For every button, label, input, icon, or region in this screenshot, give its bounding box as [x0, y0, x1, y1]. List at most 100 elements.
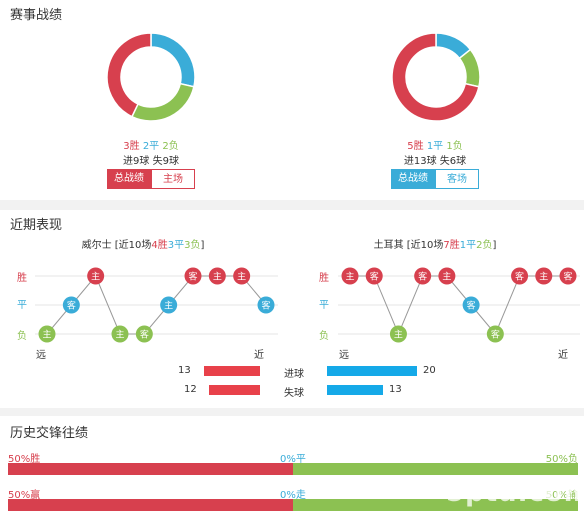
left-summary-prefix: [近10场: [111, 240, 152, 251]
left-y-label-loss: 负: [17, 331, 27, 342]
right-goals-conceded-bar: [327, 385, 383, 395]
left-form-point: [62, 296, 80, 314]
left-goals-conceded-value: 12: [184, 384, 197, 395]
left-loss-count: 2负: [162, 141, 179, 152]
left-form-line: [46, 275, 267, 335]
left-wins: 4胜: [151, 240, 168, 251]
left-form-venue-label: 主: [237, 271, 246, 283]
left-form-point: [233, 267, 251, 285]
right-form-line: [350, 275, 568, 336]
left-total-record-tab[interactable]: 总战绩: [107, 169, 151, 189]
left-form-venue-label: 主: [115, 329, 124, 341]
right-summary-prefix: [近10场: [403, 240, 444, 251]
left-team-name: 威尔士: [81, 240, 112, 251]
h2h-handicap-loss-bar: [293, 499, 578, 511]
right-y-label-win: 胜: [319, 273, 329, 284]
h2h-loss-bar: [293, 463, 578, 475]
goals-conceded-label: 失球: [284, 388, 304, 399]
right-team-summary: 土耳其 [近10场7胜1平2负]: [290, 236, 580, 251]
right-donut-slice-win: [391, 32, 480, 122]
left-form-point: [87, 267, 105, 285]
left-goals-scored-value: 13: [178, 365, 191, 376]
right-form-point: [365, 267, 383, 285]
left-goals-scored-bar: [204, 366, 260, 376]
right-axis-near: 近: [558, 350, 568, 361]
left-axis-far: 远: [36, 350, 46, 361]
right-form-venue-label: 主: [442, 271, 451, 283]
right-axis-far: 远: [339, 350, 349, 361]
h2h-handicap-loss-label: 50%输: [545, 490, 578, 501]
left-goals-summary: 进9球 失9球: [123, 156, 179, 167]
left-axis-near: 近: [254, 350, 264, 361]
left-donut-slice-loss: [130, 82, 195, 122]
left-form-point: [208, 267, 226, 285]
section-title: 赛事战绩: [10, 8, 63, 23]
right-team-name: 土耳其: [373, 240, 404, 251]
right-goals-scored-bar: [327, 366, 417, 376]
right-y-label-loss: 负: [319, 331, 329, 342]
h2h-win-bar: [8, 463, 293, 475]
left-y-label-draw: 平: [17, 300, 27, 311]
h2h-handicap-win-label: 50%赢: [8, 490, 41, 501]
right-form-venue-label: 客: [563, 271, 572, 283]
right-form-point: [462, 296, 480, 314]
right-total-record-tab[interactable]: 总战绩: [391, 169, 435, 189]
right-goals-conceded-value: 13: [389, 384, 402, 395]
right-form-point: [486, 325, 504, 343]
right-form-venue-label: 客: [418, 271, 427, 283]
left-form-venue-label: 客: [188, 271, 197, 283]
left-form-chart: 主客主主 客主客主主客: [35, 267, 278, 343]
right-form-venue-label: 客: [491, 329, 500, 341]
left-goals-conceded-bar: [209, 385, 260, 395]
left-draw-count: 2平: [142, 141, 160, 152]
match-record-panel: 赛事战绩 3胜 2平 2负 进9球 失9球 总战绩 主场 5胜 1平 1负 进1…: [0, 0, 584, 200]
right-form-point: [438, 267, 456, 285]
left-form-point: [184, 267, 202, 285]
left-draws: 3平: [167, 240, 185, 251]
left-donut-slice-draw: [150, 32, 196, 88]
right-draws: 1平: [459, 240, 477, 251]
right-form-point: [559, 267, 577, 285]
left-form-point: [38, 325, 56, 343]
head-to-head-panel: 历史交锋往绩 50%胜 0%平 50%负 50%赢 0%走 50%输 5ptu.…: [0, 416, 584, 519]
left-form-venue-label: 客: [140, 329, 149, 341]
h2h-handicap-win-bar: [8, 499, 293, 511]
right-form-point: [414, 267, 432, 285]
left-form-venue-label: 客: [261, 300, 270, 312]
right-form-venue-label: 主: [539, 271, 548, 283]
left-form-point: [160, 296, 178, 314]
left-home-record-tab[interactable]: 主场: [151, 169, 195, 189]
left-form-point: [257, 296, 275, 314]
h2h-handicap-push-label: 0%走: [280, 490, 306, 501]
right-summary-suffix: ]: [492, 240, 497, 251]
left-form-venue-label: 主: [213, 271, 222, 283]
section-title: 近期表现: [10, 218, 63, 233]
section-title: 历史交锋往绩: [10, 426, 89, 441]
right-away-record-tab[interactable]: 客场: [435, 169, 479, 189]
goals-scored-label: 进球: [284, 369, 304, 380]
right-form-venue-label: 主: [394, 329, 403, 341]
recent-form-panel: 近期表现 威尔士 [近10场4胜3平3负] 土耳其 [近10场7胜1平2负] 胜…: [0, 210, 584, 408]
h2h-loss-label: 50%负: [545, 454, 578, 465]
right-win-count: 5胜: [407, 141, 424, 152]
right-form-venue-label: 客: [515, 271, 524, 283]
right-form-point: [511, 267, 529, 285]
right-draw-count: 1平: [426, 141, 444, 152]
left-y-label-win: 胜: [17, 273, 27, 284]
right-wins: 7胜: [443, 240, 460, 251]
right-record-donut: [391, 32, 481, 122]
left-win-count: 3胜: [123, 141, 140, 152]
right-record-counts: 5胜 1平 1负: [284, 137, 584, 152]
right-form-point: [535, 267, 553, 285]
left-form-point: [111, 325, 129, 343]
right-losses: 2负: [476, 240, 493, 251]
left-form-venue-label: 客: [67, 300, 76, 312]
right-form-point: [389, 325, 407, 343]
left-team-summary: 威尔士 [近10场4胜3平3负]: [0, 236, 286, 251]
right-form-point: [341, 267, 359, 285]
left-record-donut: [106, 32, 196, 122]
right-goals-summary: 进13球 失6球: [403, 156, 467, 167]
left-record-counts: 3胜 2平 2负: [0, 137, 302, 152]
left-losses: 3负: [184, 240, 201, 251]
watermark: 5ptu.com: [446, 478, 584, 508]
